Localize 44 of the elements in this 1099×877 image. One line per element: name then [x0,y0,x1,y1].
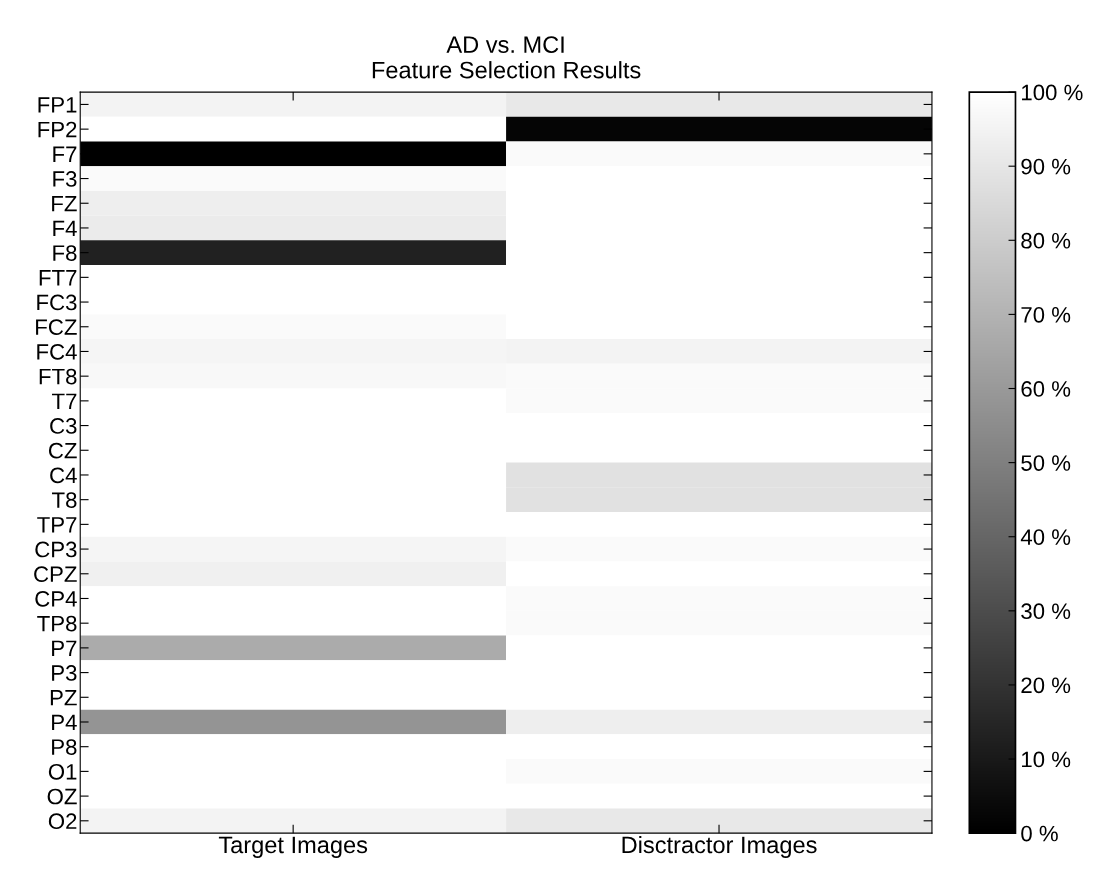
y-tick-label: FCZ [36,319,77,336]
y-tick-label: CPZ [34,566,77,583]
color-bar-label: 20 % [1021,677,1071,694]
y-tick-label: FT7 [39,270,77,286]
y-tick-label: FC3 [37,294,77,311]
y-tick-label: F7 [53,146,77,162]
color-bar-label: 100 % [1022,84,1083,101]
y-tick-label: C4 [50,467,77,484]
color-bar-label: 50 % [1021,455,1071,471]
y-tick-label: FT8 [39,368,77,385]
color-bar-label: 90 % [1021,158,1071,175]
y-tick-label: FZ [52,196,77,212]
y-tick-label: P4 [52,714,77,731]
y-tick-label: F3 [53,171,77,187]
color-bar-label: 70 % [1021,306,1071,323]
y-tick-label: O2 [48,813,77,830]
y-tick-label: PZ [50,690,77,706]
y-tick-label: TP8 [37,615,77,632]
y-tick-label: FP2 [38,121,77,138]
y-tick-label: CP3 [35,541,77,558]
y-tick-label: F8 [53,245,77,261]
x-tick-label: Target Images [218,836,368,858]
color-bar-label: 30 % [1021,603,1071,620]
y-tick-label: F4 [53,220,77,236]
y-tick-label: TP7 [37,517,77,533]
y-tick-label: T8 [52,492,77,508]
color-bar-label: 40 % [1020,529,1071,545]
y-tick-label: CP4 [35,591,77,607]
y-tick-label: P8 [52,739,77,755]
y-tick-label: P3 [52,665,77,681]
chart-title: AD vs. MCI Feature Selection Results [372,36,641,79]
y-tick-label: T7 [52,393,77,409]
color-bar-label: 10 % [1022,751,1071,768]
color-bar-label: 60 % [1021,381,1071,397]
color-bar-label: 80 % [1021,232,1071,249]
x-tick-label: Disctractor Images [622,835,817,858]
y-tick-label: O1 [48,763,77,780]
y-tick-label: C3 [50,418,77,434]
y-tick-label: P7 [52,640,77,656]
y-tick-label: CZ [48,442,77,459]
y-tick-label: FP1 [38,97,77,113]
color-bar-label: 0 % [1021,825,1058,842]
y-tick-label: FC4 [37,343,77,360]
y-tick-label: OZ [47,788,77,805]
